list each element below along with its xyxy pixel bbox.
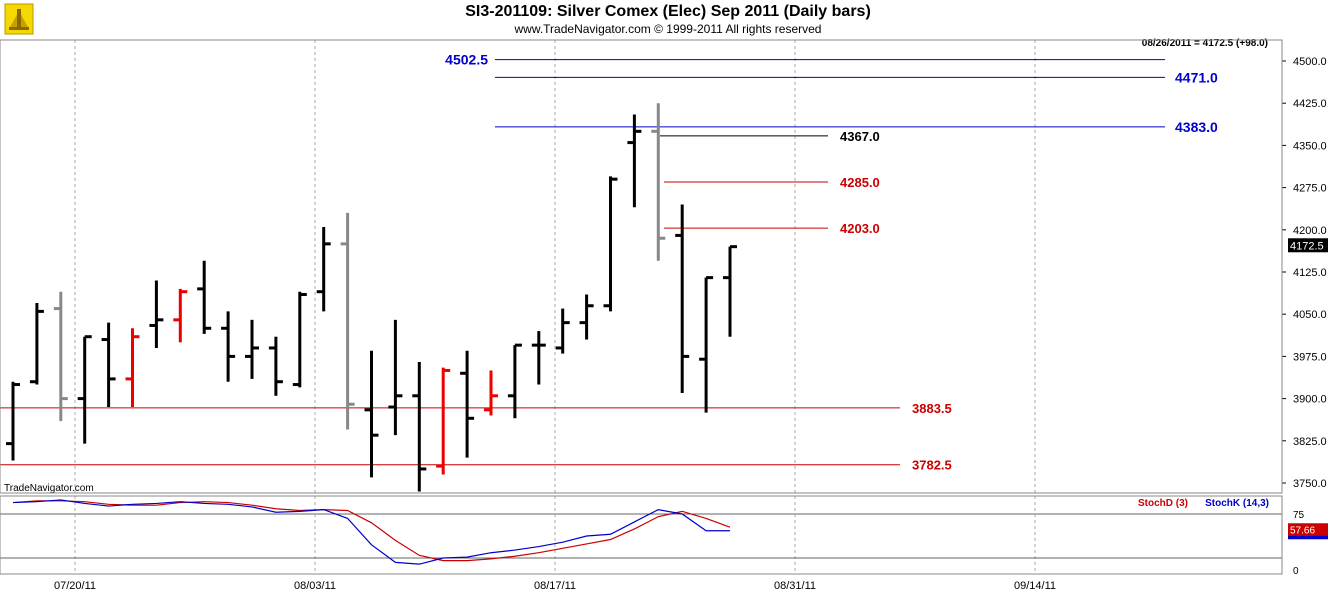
- ohlc-bar: [675, 204, 690, 393]
- price-tick-label: 4275.0: [1293, 183, 1327, 195]
- stoch-last-label: 57.66: [1290, 525, 1315, 536]
- ohlc-bar: [268, 336, 283, 396]
- ohlc-bar: [699, 276, 714, 413]
- watermark-text: TradeNavigator.com: [4, 483, 94, 494]
- ohlc-bar: [507, 343, 522, 419]
- price-panel-frame: [0, 39, 1283, 494]
- date-tick-label: 08/03/11: [294, 580, 336, 592]
- price-axis: 3750.0 3825.0 3900.0 3975.0 4050.0 4125.0 4200…: [1282, 56, 1328, 490]
- ohlc-bar: [101, 322, 116, 408]
- ohlc-bar: [723, 245, 737, 337]
- level-label-4285-0: 4285.0: [840, 175, 880, 190]
- price-tick-label: 4125.0: [1293, 267, 1327, 279]
- stoch-tick-label: 75: [1293, 510, 1305, 521]
- level-label-3782-5: 3782.5: [912, 458, 952, 473]
- ohlc-bar: [627, 114, 642, 208]
- date-tick-label: 08/17/11: [534, 580, 576, 592]
- ohlc-bar: [77, 335, 92, 444]
- stochastic-panel-frame: [0, 495, 1283, 575]
- copyright-notice: www.TradeNavigator.com © 1999-2011 All r…: [514, 22, 822, 36]
- ohlc-bar: [364, 350, 379, 478]
- ohlc-bar: [125, 328, 140, 408]
- price-tick-label: 4350.0: [1293, 140, 1327, 152]
- ohlc-bar: [555, 308, 570, 354]
- price-tick-label: 4500.0: [1293, 56, 1327, 68]
- ohlc-bar: [197, 260, 212, 334]
- ohlc-bar: [221, 311, 236, 382]
- stoch-legend-d: StochD (3): [1138, 498, 1188, 509]
- price-tick-label: 4200.0: [1293, 225, 1327, 237]
- level-label-4383-0: 4383.0: [1175, 119, 1218, 135]
- ohlc-bar: [484, 370, 498, 416]
- price-tick-label: 4050.0: [1293, 309, 1327, 321]
- ohlc-bar: [412, 362, 427, 492]
- chart-title: SI3-201109: Silver Comex (Elec) Sep 2011…: [465, 3, 871, 20]
- last-price-tag-label: 4172.5: [1290, 240, 1324, 252]
- grid-lines: [74, 40, 1036, 574]
- date-tick-label: 07/20/11: [54, 580, 96, 592]
- price-bars: [6, 103, 737, 492]
- level-label-4471-0: 4471.0: [1175, 69, 1218, 85]
- ohlc-bar: [149, 280, 164, 348]
- stoch-series-line: [12, 500, 731, 562]
- stoch-series-line: [12, 499, 730, 565]
- date-tick-label: 08/31/11: [774, 580, 816, 592]
- ohlc-bar: [651, 103, 666, 261]
- ohlc-bar: [245, 319, 259, 379]
- ohlc-bar: [460, 350, 475, 458]
- level-label-3883-5: 3883.5: [912, 401, 952, 416]
- ohlc-bar: [340, 212, 355, 430]
- ohlc-bar: [173, 288, 188, 343]
- ohlc-bar: [603, 176, 618, 312]
- last-price-info: 08/26/2011 = 4172.5 (+98.0): [1142, 38, 1268, 49]
- price-tick-label: 3825.0: [1293, 436, 1327, 448]
- stochastic-panel: 75 0 StochD (3) StochK (14,3) 57.66: [0, 498, 1328, 577]
- price-levels: 4502.5 4471.0 4383.0 4367.0 4285.0 4203.0 3883…: [0, 52, 1218, 473]
- ohlc-bar: [436, 367, 451, 475]
- chart-header: SI3-201109: Silver Comex (Elec) Sep 2011…: [0, 0, 1336, 40]
- price-tick-label: 3975.0: [1293, 351, 1327, 363]
- ohlc-bar: [6, 381, 20, 461]
- date-tick-label: 09/14/11: [1014, 580, 1056, 592]
- price-tick-label: 4425.0: [1293, 98, 1327, 110]
- last-price-tag: [1288, 238, 1328, 253]
- price-tick-label: 3900.0: [1293, 394, 1327, 406]
- level-label-4203-0: 4203.0: [840, 221, 880, 236]
- level-label-4502-5: 4502.5: [445, 52, 488, 68]
- trade-navigator-logo-icon: [4, 3, 34, 35]
- stoch-legend-k: StochK (14,3): [1205, 498, 1269, 509]
- date-axis: 07/20/11 08/03/11 08/17/11 08/31/11 09/14/11: [54, 580, 1056, 592]
- ohlc-bar: [53, 291, 68, 422]
- ohlc-bar: [531, 331, 546, 385]
- level-label-4367-0: 4367.0: [840, 129, 880, 144]
- stoch-last-tag: [1288, 523, 1328, 536]
- stoch-last-tag-k: [1288, 535, 1328, 540]
- stoch-tick-label: 0: [1293, 566, 1299, 577]
- price-tick-label: 3750.0: [1293, 478, 1327, 490]
- ohlc-bar: [29, 302, 44, 385]
- ohlc-bar: [579, 294, 594, 340]
- ohlc-bar: [388, 319, 403, 436]
- ohlc-bar: [292, 291, 307, 388]
- ohlc-bar: [316, 226, 331, 312]
